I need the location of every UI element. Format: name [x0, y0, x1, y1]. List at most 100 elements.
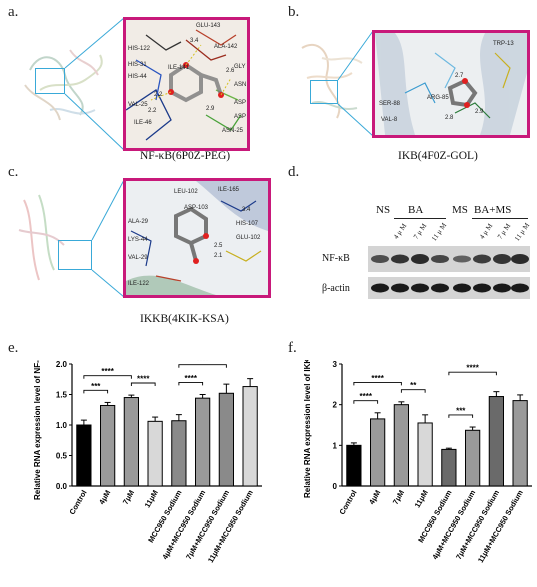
distance-label: 2.9 [206, 106, 215, 112]
bar [171, 420, 187, 487]
bar [76, 424, 92, 487]
panel-b-caption: IKB(4F0Z-GOL) [398, 150, 478, 162]
residue-label: ASN [234, 82, 246, 88]
significance-bracket [448, 414, 474, 418]
blot-group-ns: NS [376, 204, 391, 216]
blot-row-label-nfkb: NF-κB [322, 253, 350, 264]
distance-label: 2.1 [214, 253, 223, 259]
significance-bracket [353, 400, 379, 404]
residue-label: ARG-85 [427, 95, 449, 101]
residue-label: ILE-141 [168, 65, 190, 71]
bar [100, 404, 116, 487]
western-blot-bands [371, 283, 529, 293]
significance-label: ** [410, 381, 417, 390]
distance-label: 3.4 [242, 207, 251, 213]
x-tick-label: 4μM [367, 489, 382, 507]
western-blot-bands [371, 254, 529, 264]
significance-bracket [353, 381, 402, 386]
bar [393, 404, 409, 487]
bar [242, 386, 258, 487]
residue-label: HIS-44 [128, 74, 147, 80]
significance-label: **** [196, 360, 209, 365]
residue-label: ASP [234, 100, 246, 106]
y-tick-label: 1.0 [56, 421, 68, 430]
panel-c-caption: IKKB(4KIK-KSA) [140, 313, 229, 325]
significance-bracket [178, 381, 204, 386]
x-tick-label: 7μM [121, 489, 136, 507]
significance-label: **** [137, 375, 150, 384]
residue-label: VAL-8 [381, 117, 398, 123]
panel-d-label: d. [288, 164, 300, 180]
bar [370, 418, 386, 487]
significance-label: **** [185, 374, 198, 383]
panel-c-docking-detail: LEU-102 ILE-165 ASP-103 ALA-29 LYS-44 VA… [123, 178, 271, 298]
panel-a-docking-detail: HIS-122 GLU-143 ILE-141 ALA-142 GLY ASN … [123, 17, 250, 151]
significance-label: **** [101, 367, 114, 376]
x-tick-label: 11μM [413, 489, 430, 510]
blot-strip-nfkb [368, 246, 530, 272]
panel-a-label: a. [8, 4, 19, 20]
significance-label: **** [371, 374, 384, 383]
bar [195, 397, 211, 487]
x-tick-label: Control [337, 489, 358, 517]
residue-label: HIS-31 [128, 62, 147, 68]
residue-label: ASN-25 [222, 128, 244, 134]
x-tick-label: 7μM [391, 489, 406, 507]
distance-label: 2.2 [148, 108, 157, 114]
panel-a-caption: NF-κB(6P0Z-PEG) [140, 150, 231, 162]
distance-label: 2.9 [475, 109, 484, 115]
blot-group-line [472, 218, 528, 219]
distance-label: 2.7 [455, 73, 464, 79]
bar [488, 396, 504, 487]
bar [218, 392, 234, 487]
distance-label: 2.2 [154, 92, 163, 98]
docking-structure-icon: LEU-102 ILE-165 ASP-103 ALA-29 LYS-44 VA… [126, 181, 268, 295]
residue-label: ILE-46 [134, 120, 152, 126]
y-tick-label: 2.0 [56, 360, 68, 369]
x-tick-label: 11μM [143, 489, 160, 510]
significance-label: *** [456, 406, 466, 415]
bar-chart-ikkb: Relative RNA expression level of IKKB 0 1 2… [303, 360, 532, 564]
bar [346, 444, 362, 487]
significance-label: **** [360, 392, 373, 401]
significance-label: **** [466, 364, 479, 373]
blot-group-ba: BA [408, 204, 424, 216]
panel-c-protein-overview [14, 190, 94, 290]
y-tick-label: 2 [333, 401, 338, 410]
bar [123, 397, 139, 487]
y-tick-label: 3 [333, 360, 338, 369]
y-tick-label: 0.5 [56, 452, 68, 461]
residue-label: ASP-103 [184, 205, 209, 211]
x-tick-label: 11μM+MCC950 Sodium [206, 488, 255, 564]
bar [465, 429, 481, 487]
significance-bracket [83, 375, 132, 379]
x-tick-label: 4μM+MCC950 Sodium [160, 488, 207, 561]
panel-b-zoom-box [310, 80, 338, 104]
bar [512, 400, 528, 487]
residue-label: ALA-142 [214, 44, 238, 50]
residue-label: VAL-29 [128, 255, 148, 261]
blot-row-label-actin: β-actin [322, 283, 350, 294]
bar [147, 420, 163, 487]
panel-e-label: e. [8, 340, 19, 356]
x-tick-label: 11μM+MCC950 Sodium [476, 488, 525, 564]
bar [441, 448, 457, 487]
bar-chart-nfkb: Relative RNA expression level of NF-κB 0.… [33, 360, 262, 564]
y-tick-label: 0.0 [56, 482, 68, 491]
residue-label: ALA-29 [128, 219, 149, 225]
significance-label: *** [91, 382, 101, 391]
panel-a-zoom-box [35, 68, 65, 94]
blot-group-ms: MS [452, 204, 468, 216]
significance-bracket [178, 364, 227, 368]
y-axis-label: Relative RNA expression level of NF-κB [33, 360, 42, 500]
panel-c-zoom-box [58, 240, 92, 270]
residue-label: VAL-25 [128, 102, 148, 108]
y-tick-label: 0 [333, 482, 338, 491]
residue-label: ASP [234, 114, 246, 120]
residue-label: GLY [234, 64, 246, 70]
residue-label: HIS-122 [128, 46, 151, 52]
residue-label: SER-88 [379, 101, 401, 107]
significance-bracket [448, 371, 497, 376]
